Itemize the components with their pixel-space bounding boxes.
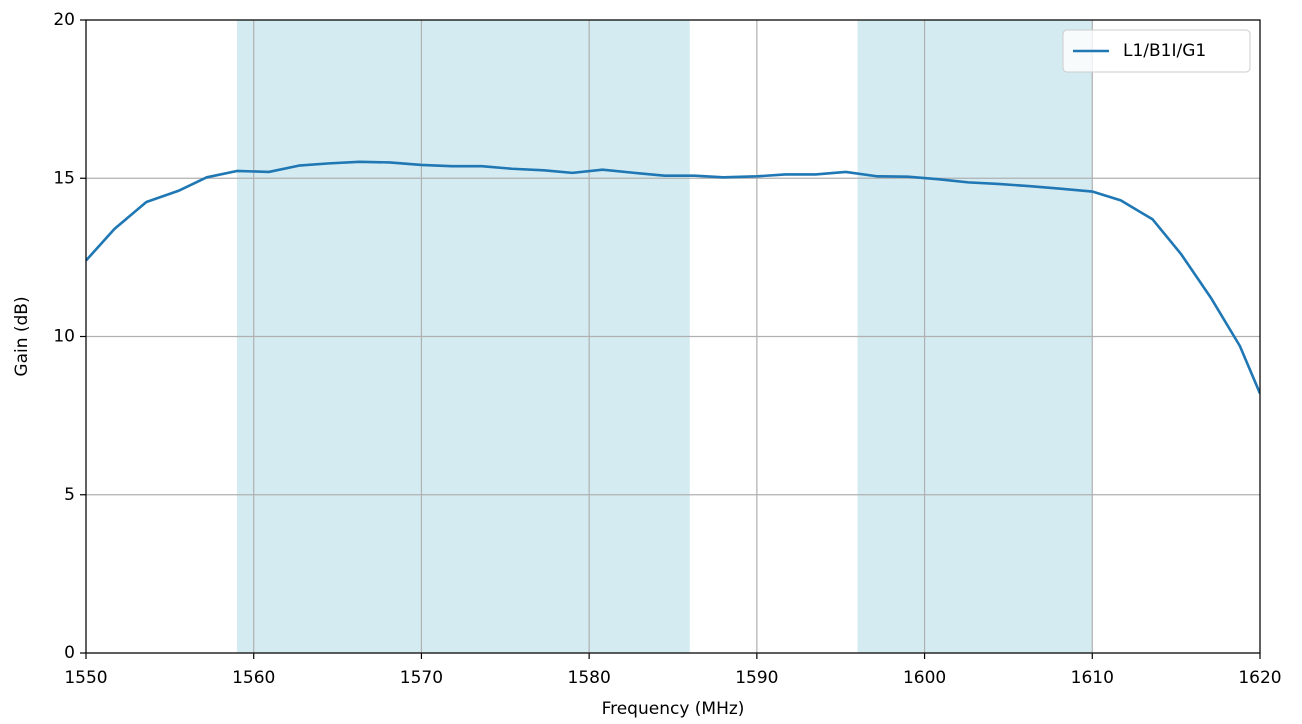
x-axis-label: Frequency (MHz) (602, 699, 745, 719)
x-tick-label: 1590 (735, 668, 778, 688)
x-tick-label: 1620 (1238, 668, 1281, 688)
x-tick-label: 1570 (400, 668, 443, 688)
x-tick-label: 1600 (903, 668, 946, 688)
y-tick-label: 15 (53, 168, 75, 188)
y-axis-label: Gain (dB) (12, 296, 32, 376)
x-tick-label: 1550 (64, 668, 107, 688)
legend-label: L1/B1I/G1 (1123, 41, 1206, 61)
plot-frame (85, 19, 1261, 654)
y-tick-label: 0 (64, 643, 75, 663)
x-tick-label: 1610 (1071, 668, 1114, 688)
data-line (86, 160, 1260, 394)
y-tick-label: 5 (64, 485, 75, 505)
x-tick-label: 1560 (232, 668, 275, 688)
legend-box (1062, 29, 1251, 73)
x-tick-label: 1580 (568, 668, 611, 688)
y-tick-label: 20 (53, 10, 75, 30)
y-tick-label: 10 (53, 327, 75, 347)
